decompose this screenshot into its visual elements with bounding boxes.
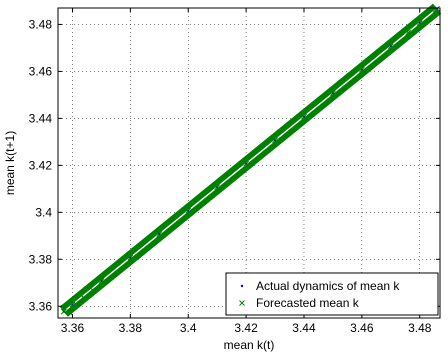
legend: Actual dynamics of mean k Forecasted mean…	[225, 272, 439, 316]
x-tick-label: 3.46	[350, 321, 374, 335]
x-axis-label: mean k(t)	[224, 338, 275, 352]
actual-point	[274, 139, 276, 142]
data-points	[60, 5, 440, 315]
plot-area-frame	[57, 7, 441, 319]
actual-point	[100, 280, 103, 283]
y-tick-label: 3.48	[29, 17, 53, 31]
actual-point	[245, 162, 248, 165]
actual-point	[158, 233, 161, 236]
y-tick-label: 3.44	[29, 111, 53, 125]
actual-point	[389, 45, 392, 48]
y-tick-label: 3.36	[29, 299, 53, 313]
actual-point	[332, 92, 334, 95]
forecast-point	[419, 19, 426, 26]
forecast-point	[405, 29, 412, 36]
actual-point	[187, 209, 190, 212]
y-tick-label: 3.46	[29, 64, 53, 78]
y-tick-label: 3.4	[35, 205, 52, 219]
actual-point	[216, 186, 219, 189]
x-tick-label: 3.48	[408, 321, 432, 335]
legend-marker-forecast-b	[239, 300, 245, 306]
actual-point	[71, 303, 74, 306]
x-tick-label: 3.38	[119, 321, 143, 335]
x-tick-label: 3.44	[292, 321, 316, 335]
y-tick-label: 3.42	[29, 158, 53, 172]
actual-point	[62, 310, 65, 313]
legend-label-actual: Actual dynamics of mean k	[256, 279, 400, 293]
y-tick-label: 3.38	[29, 252, 53, 266]
actual-point	[129, 256, 132, 259]
actual-point	[418, 21, 421, 24]
x-tick-label: 3.36	[61, 321, 85, 335]
legend-marker-actual	[240, 284, 244, 288]
legend-box	[225, 272, 439, 316]
actual-point	[360, 68, 363, 71]
forecast-point	[73, 302, 80, 308]
forecast-point	[101, 279, 108, 286]
legend-label-forecast: Forecasted mean k	[256, 296, 360, 310]
forecast-point	[81, 295, 87, 301]
y-axis-label: mean k(t+1)	[3, 131, 17, 195]
x-tick-label: 3.42	[234, 321, 258, 335]
forecast-point	[66, 309, 73, 315]
actual-point	[303, 115, 305, 118]
axis-ticks: 3.36 3.38 3.4 3.42 3.44 3.46 3.48 3.36 3.38 3.4 3.…	[29, 8, 440, 335]
forecast-point	[89, 287, 96, 294]
x-tick-label: 3.4	[180, 321, 197, 335]
